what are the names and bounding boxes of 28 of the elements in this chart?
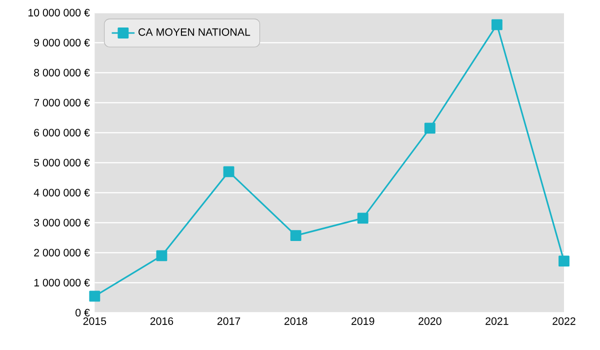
x-tick-label: 2017 bbox=[217, 317, 240, 325]
y-tick-label: 8 000 000 € bbox=[34, 68, 90, 76]
point bbox=[558, 256, 570, 267]
x-tick-label: 2016 bbox=[150, 317, 174, 325]
legend-label: CA MOYEN NATIONAL bbox=[138, 28, 250, 36]
point bbox=[424, 122, 436, 134]
y-tick-label: 7 000 000 € bbox=[34, 98, 90, 106]
y-tick-label: 5 000 000 € bbox=[34, 158, 90, 166]
y-tick-label: 10 000 000 € bbox=[28, 8, 90, 16]
x-tick-label: 2015 bbox=[83, 317, 106, 325]
y-tick-label: 9 000 000 € bbox=[34, 38, 90, 46]
point bbox=[290, 230, 302, 242]
x-tick-label: 2019 bbox=[352, 317, 374, 325]
y-tick-label: 4 000 000 € bbox=[34, 188, 90, 196]
y-tick-label: 0 € bbox=[76, 308, 90, 316]
point bbox=[156, 250, 168, 262]
point bbox=[357, 212, 368, 224]
x-tick-label: 2020 bbox=[418, 317, 442, 325]
point bbox=[491, 19, 502, 30]
point bbox=[223, 166, 234, 178]
x-tick-label: 2021 bbox=[486, 317, 508, 325]
y-tick-label: 1 000 000 € bbox=[34, 278, 90, 286]
x-tick-label: 2022 bbox=[552, 317, 576, 325]
y-tick-label: 6 000 000 € bbox=[34, 128, 90, 136]
y-tick-label: 2 000 000 € bbox=[34, 248, 90, 256]
x-tick-label: 2018 bbox=[284, 317, 308, 325]
y-tick-label: 3 000 000 € bbox=[34, 218, 90, 226]
point bbox=[89, 290, 100, 302]
